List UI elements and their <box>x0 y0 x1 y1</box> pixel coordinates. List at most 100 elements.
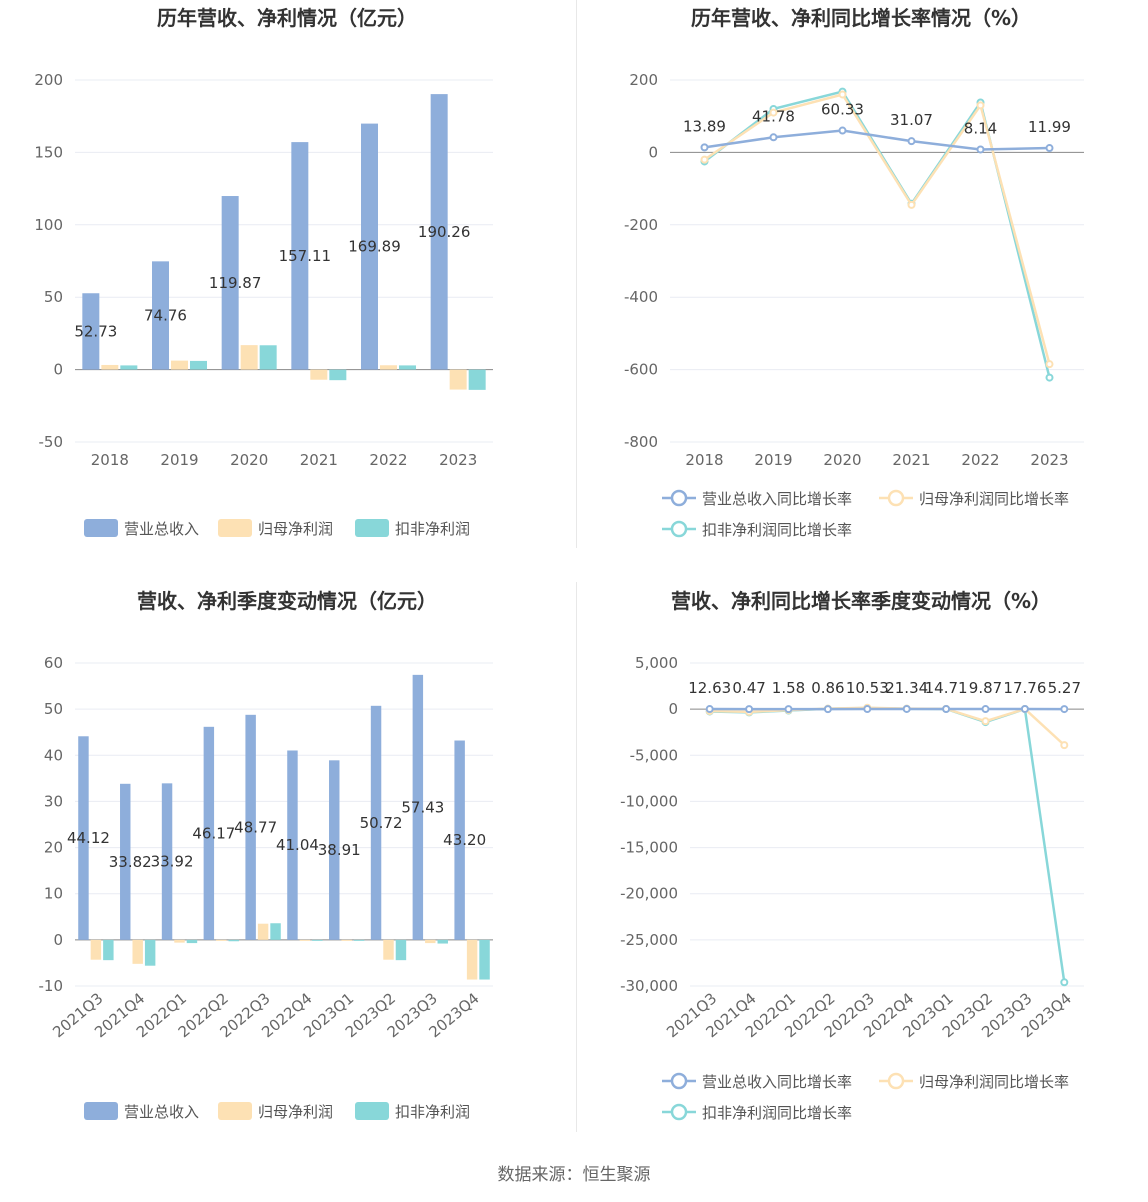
legend-label: 归母净利润 <box>258 1103 333 1121</box>
data-point <box>705 705 714 714</box>
data-point <box>902 704 911 713</box>
data-point <box>700 143 709 152</box>
panel-quarterly-growth: 营收、净利同比增长率季度变动情况（%） 5,000 0 -5,000 -10,000 -1… <box>574 580 1148 1160</box>
x-tick-label: 2020 <box>230 451 268 469</box>
bar <box>132 939 143 964</box>
bar <box>144 939 156 966</box>
data-label: 44.12 <box>67 829 110 847</box>
y-tick-label: -20,000 <box>620 885 678 903</box>
data-point <box>769 133 778 142</box>
chart-title: 历年营收、净利同比增长率情况（%） <box>691 6 1031 30</box>
legend-swatch <box>218 519 252 537</box>
data-point <box>907 137 916 146</box>
data-label: 57.43 <box>401 798 444 816</box>
bar <box>412 674 424 940</box>
legend-swatch <box>84 1102 118 1120</box>
data-label: 60.33 <box>821 101 864 119</box>
bar <box>190 360 207 370</box>
legend-label: 营业总收入同比增长率 <box>702 1073 852 1091</box>
bar <box>380 365 397 370</box>
y-tick-label: 200 <box>629 71 658 89</box>
bar <box>90 939 102 960</box>
bar <box>287 750 298 940</box>
bar <box>101 364 119 370</box>
data-label: 14.71 <box>925 679 968 697</box>
legend-label: 归母净利润同比增长率 <box>919 490 1069 508</box>
legend-swatch <box>355 1102 389 1120</box>
bar <box>245 714 256 940</box>
y-tick-label: 5,000 <box>635 654 678 672</box>
data-point <box>907 200 916 209</box>
data-label: 10.53 <box>846 679 889 697</box>
legend-marker <box>670 520 688 538</box>
y-tick-label: 10 <box>44 885 63 903</box>
bar <box>186 939 198 944</box>
chart-title: 营收、净利同比增长率季度变动情况（%） <box>671 589 1051 613</box>
data-point <box>838 126 847 135</box>
data-label: 31.07 <box>890 111 933 129</box>
data-label: 41.04 <box>276 836 319 854</box>
x-tick-label: 2021 <box>300 451 338 469</box>
data-point <box>976 101 985 110</box>
data-label: 46.17 <box>192 824 235 842</box>
legend-swatch <box>84 519 118 537</box>
y-tick-label: -50 <box>39 433 64 451</box>
y-tick-label: 0 <box>53 361 63 379</box>
bar <box>468 369 486 390</box>
bar <box>454 740 465 940</box>
y-tick-label: -5,000 <box>630 746 678 764</box>
bar <box>221 196 239 370</box>
data-point <box>1045 373 1054 382</box>
bar <box>329 760 340 940</box>
data-source-note: 数据来源：恒生聚源 <box>497 1165 651 1185</box>
bar <box>341 939 352 941</box>
data-point <box>1020 704 1029 713</box>
bar <box>329 369 347 381</box>
panel-quarterly-amounts: 营收、净利季度变动情况（亿元） 60 50 40 30 20 10 0 -10 2021Q3 202… <box>0 580 574 1160</box>
bar <box>216 939 227 941</box>
legend-marker <box>670 1072 688 1090</box>
data-point <box>981 705 990 714</box>
data-label: 0.86 <box>811 679 844 697</box>
legend-label: 归母净利润 <box>258 520 333 538</box>
bar <box>270 923 281 940</box>
bar <box>171 360 188 370</box>
bar <box>395 939 407 961</box>
bar <box>257 923 269 940</box>
data-point <box>823 705 832 714</box>
y-tick-label: 30 <box>44 792 63 810</box>
bar <box>399 365 416 370</box>
data-point <box>784 705 793 714</box>
legend-label: 扣非净利润同比增长率 <box>702 521 852 539</box>
data-point <box>1045 144 1054 153</box>
data-label: 74.76 <box>144 306 187 324</box>
bar <box>203 726 215 940</box>
data-label: 33.92 <box>151 853 194 871</box>
y-tick-label: 40 <box>44 746 63 764</box>
bar <box>240 345 258 370</box>
data-point <box>1060 741 1069 750</box>
divider-bottom <box>576 582 577 1132</box>
bar <box>361 123 378 370</box>
y-tick-label: -400 <box>624 288 658 306</box>
y-tick-label: 60 <box>44 654 63 672</box>
data-label: 5.27 <box>1048 679 1081 697</box>
bar <box>437 939 448 944</box>
data-point <box>745 705 754 714</box>
y-tick-label: 0 <box>668 700 678 718</box>
legend-label: 扣非净利润同比增长率 <box>702 1104 852 1122</box>
bar <box>312 939 323 941</box>
legend-marker <box>887 489 905 507</box>
panel-annual-growth: 历年营收、净利同比增长率情况（%） 200 0 -200 -400 -600 -800 201… <box>574 0 1148 580</box>
y-tick-label: 50 <box>44 288 63 306</box>
legend-swatch <box>355 519 389 537</box>
bar <box>152 261 169 370</box>
chart-annual-amounts: 历年营收、净利情况（亿元） 200 150 100 50 0 -50 2018 2019 2020… <box>34 6 493 538</box>
y-tick-label: 0 <box>53 931 63 949</box>
data-label: 9.87 <box>969 679 1002 697</box>
data-label: 50.72 <box>360 814 403 832</box>
data-point <box>700 155 709 164</box>
bar <box>120 365 138 370</box>
chart-annual-growth: 历年营收、净利同比增长率情况（%） 200 0 -200 -400 -600 -800 201… <box>624 6 1084 539</box>
y-tick-label: -25,000 <box>620 931 678 949</box>
